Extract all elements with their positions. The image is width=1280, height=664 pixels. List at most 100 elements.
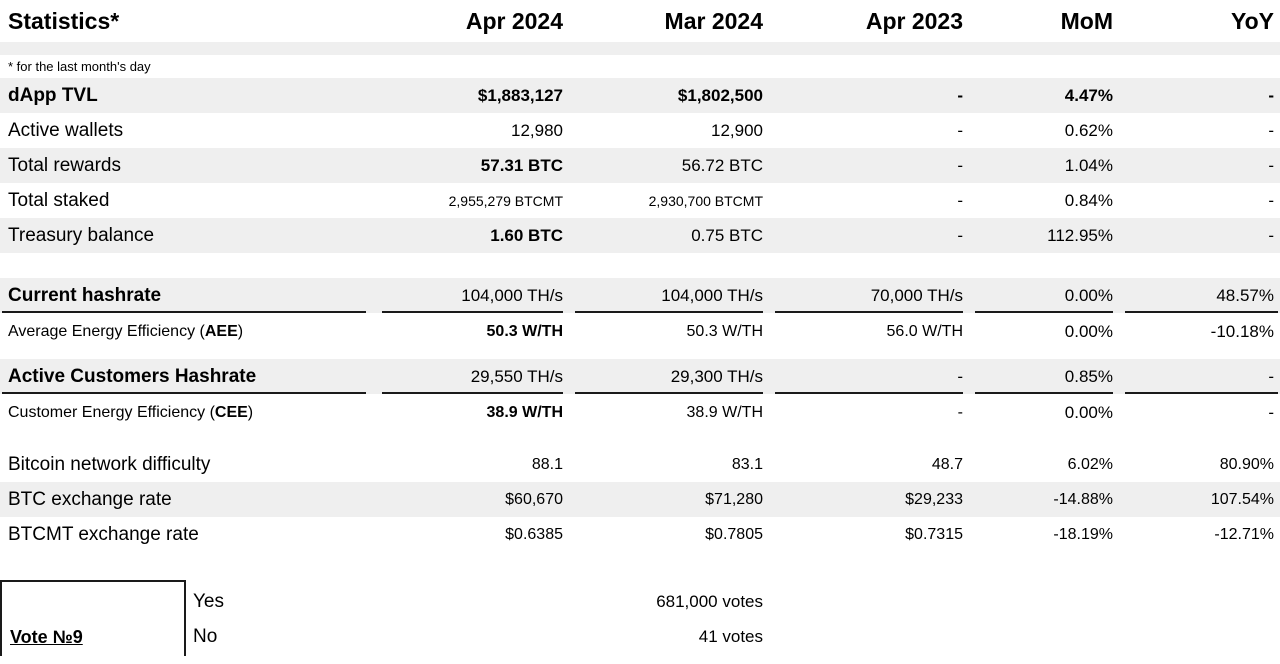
table-section-market: Bitcoin network difficulty 88.1 83.1 48.7 6.… <box>0 447 1280 552</box>
header-cell-apr-2024: Apr 2024 <box>465 7 563 34</box>
vote-title: Vote №9 <box>10 627 83 647</box>
table-body: dApp TVL $1,883,127 $1,802,500-4.47% - Activ… <box>0 78 1280 552</box>
cell-value: 1.60 BTC <box>490 225 563 245</box>
cell-value: 83.1 <box>731 455 763 473</box>
row-label: Current hashrate <box>0 278 370 313</box>
row-label: Average Energy Efficiency (AEE) <box>8 323 244 340</box>
table-row: Treasury balance 1.60 BTC 0.75 BTC - 112.95%… <box>0 218 1280 253</box>
cell-value: 29,300 TH/s <box>563 359 763 394</box>
header-cell-mom: MoM <box>1060 7 1113 34</box>
cell-value: 107.54% <box>1210 490 1274 508</box>
cell-value: - <box>763 359 963 394</box>
row-label: BTCMT exchange rate <box>8 523 199 545</box>
table-row: Bitcoin network difficulty 88.1 83.1 48.7 6.… <box>0 447 1280 482</box>
cell-value: - <box>1268 403 1274 422</box>
table-row: Total rewards 57.31 BTC 56.72 BTC - 1.04% - <box>0 148 1280 183</box>
table-row: Active wallets 12,980 12,900 - 0.62% - <box>0 113 1280 148</box>
cell-value: 104,000 TH/s <box>563 278 763 313</box>
cell-value: $0.6385 <box>505 525 563 543</box>
cell-value: -12.71% <box>1214 525 1274 543</box>
footnote-text: * for the last month's day <box>8 59 151 74</box>
table-row: Active Customers Hashrate 29,550 TH/s 29,3… <box>0 359 1280 394</box>
cell-value: 56.72 BTC <box>681 155 763 175</box>
cell-value: - <box>957 85 963 105</box>
cell-value: 38.9 W/TH <box>686 404 763 421</box>
vote-section: Vote №9 Yes 681,000 votes No 41 votes <box>0 580 1280 656</box>
cell-value: - <box>1268 190 1274 210</box>
row-label: BTC exchange rate <box>8 488 172 510</box>
vote-option-no: No 41 votes <box>186 619 763 654</box>
cell-value: 29,550 TH/s <box>370 359 563 394</box>
cell-value: 48.57% <box>1113 278 1280 313</box>
cell-value: -18.19% <box>1053 525 1113 543</box>
cell-value: 50.3 W/TH <box>686 323 763 340</box>
row-label: Total staked <box>8 189 110 211</box>
vote-option-label: Yes <box>193 590 224 612</box>
cell-value: 56.0 W/TH <box>886 323 963 340</box>
header-cell-apr-2023: Apr 2023 <box>865 7 963 34</box>
cell-value: 80.90% <box>1219 455 1274 473</box>
cell-value: 50.3 W/TH <box>486 323 563 340</box>
cell-value: - <box>957 404 963 421</box>
cell-value: 1.04% <box>1064 155 1113 175</box>
cell-value: $1,802,500 <box>677 85 763 105</box>
header-cell-yoy: YoY <box>1230 7 1274 34</box>
row-label: Active wallets <box>8 119 124 141</box>
cell-value: - <box>1113 359 1280 394</box>
cell-value: 0.62% <box>1064 120 1113 140</box>
cell-value: 0.00% <box>1064 403 1113 422</box>
header-separator <box>0 42 1280 55</box>
cell-value: - <box>957 155 963 175</box>
cell-value: 104,000 TH/s <box>370 278 563 313</box>
cell-value: 88.1 <box>531 455 563 473</box>
table-row: BTC exchange rate $60,670 $71,280 $29,233 -1… <box>0 482 1280 517</box>
cell-value: 0.85% <box>963 359 1113 394</box>
cell-value: - <box>1268 225 1274 245</box>
row-label: Active Customers Hashrate <box>0 359 370 394</box>
row-label: Customer Energy Efficiency (CEE) <box>8 404 254 421</box>
table-section-hashrate: Current hashrate 104,000 TH/s 104,000 TH/s… <box>0 278 1280 432</box>
cell-value: 0.00% <box>1064 322 1113 341</box>
cell-value: $0.7315 <box>905 525 963 543</box>
table-row: Total staked 2,955,279 BTCMT 2,930,700 BTC… <box>0 183 1280 218</box>
vote-option-count: 41 votes <box>698 626 763 646</box>
cell-value: - <box>1268 85 1274 105</box>
table-row: Current hashrate 104,000 TH/s 104,000 TH/s… <box>0 278 1280 313</box>
cell-value: $71,280 <box>705 490 763 508</box>
cell-value: $1,883,127 <box>477 85 563 105</box>
cell-value: $29,233 <box>905 490 963 508</box>
table-row: BTCMT exchange rate $0.6385 $0.7805 $0.7315… <box>0 517 1280 552</box>
cell-value: - <box>957 225 963 245</box>
cell-value: - <box>957 190 963 210</box>
cell-value: 2,955,279 BTCMT <box>448 192 563 209</box>
table-header: Statistics* Apr 2024 Mar 2024 Apr 2023 M… <box>0 0 1280 42</box>
table-row: Average Energy Efficiency (AEE) 50.3 W/TH… <box>0 313 1280 351</box>
cell-value: 2,930,700 BTCMT <box>648 192 763 209</box>
cell-value: 4.47% <box>1064 85 1113 105</box>
cell-value: - <box>1268 155 1274 175</box>
cell-value: 57.31 BTC <box>480 155 563 175</box>
cell-value: 12,980 <box>511 120 563 140</box>
cell-value: 38.9 W/TH <box>486 404 563 421</box>
footnote-row: * for the last month's day <box>0 55 1280 78</box>
vote-option-label: No <box>193 625 218 647</box>
cell-value: 48.7 <box>931 455 963 473</box>
vote-option-count: 681,000 votes <box>656 591 763 611</box>
cell-value: - <box>1268 120 1274 140</box>
cell-value: -14.88% <box>1053 490 1113 508</box>
header-cell-mar-2024: Mar 2024 <box>664 7 763 34</box>
table-section-overview: dApp TVL $1,883,127 $1,802,500 - 4.47% - Activ… <box>0 78 1280 253</box>
table-row: dApp TVL $1,883,127 $1,802,500 - 4.47% - <box>0 78 1280 113</box>
cell-value: - <box>957 120 963 140</box>
row-label: Treasury balance <box>8 224 155 246</box>
vote-title-box: Vote №9 <box>0 580 186 656</box>
header-cell-statistics: Statistics* <box>8 7 120 34</box>
row-label: dApp TVL <box>8 84 98 106</box>
table-row: Customer Energy Efficiency (CEE) 38.9 W/T… <box>0 394 1280 432</box>
row-label: Total rewards <box>8 154 121 176</box>
cell-value: $60,670 <box>505 490 563 508</box>
cell-value: 112.95% <box>1047 225 1113 245</box>
cell-value: $0.7805 <box>705 525 763 543</box>
cell-value: -10.18% <box>1210 322 1274 341</box>
